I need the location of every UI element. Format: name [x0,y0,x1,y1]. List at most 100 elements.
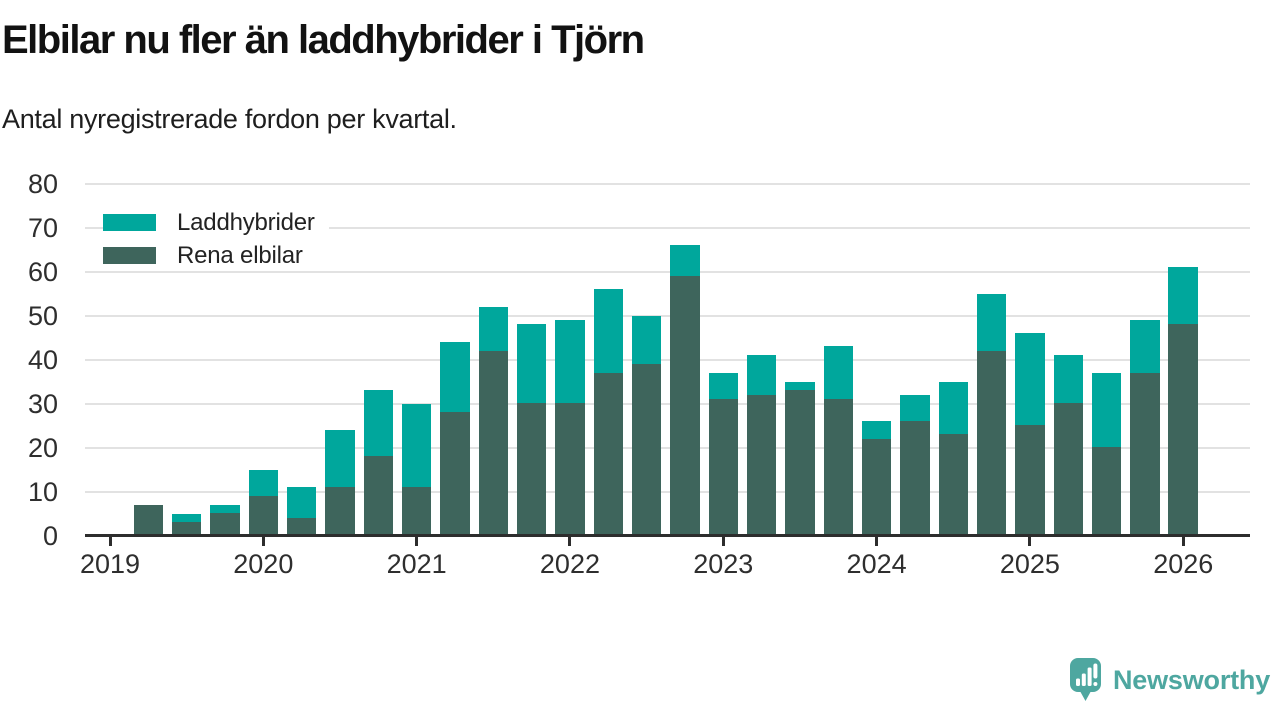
bar-segment-laddhybrider [171,513,202,523]
bar-segment-laddhybrider [210,504,240,514]
bar-segment-laddhybrider [1091,372,1122,448]
bar-2023-Q2 [746,355,777,536]
legend-label-rena-elbilar: Rena elbilar [177,241,303,269]
bar-segment-laddhybrider [286,487,317,518]
bar-segment-rena-elbilar [1015,425,1045,536]
y-axis-label: 20 [27,432,58,463]
x-axis-tick [415,537,419,546]
bar-segment-rena-elbilar [363,456,394,536]
newsworthy-logo: Newsworthy [1070,652,1280,708]
x-axis-label: 2022 [539,549,600,579]
bar-segment-laddhybrider [670,245,700,276]
bar-segment-rena-elbilar [171,522,202,536]
bar-2021-Q2 [440,341,470,536]
bar-2020-Q1 [248,469,279,536]
bar-2025-Q4 [1130,319,1160,536]
x-axis-label: 2021 [386,549,447,579]
x-axis-line [85,534,1250,537]
gridline [85,182,1250,185]
bar-segment-laddhybrider [248,469,279,496]
bar-segment-laddhybrider [401,403,432,488]
gridline [85,490,1250,493]
bar-segment-rena-elbilar [1130,372,1160,536]
y-axis-label: 10 [27,476,58,507]
bar-segment-laddhybrider [555,319,585,404]
bar-segment-laddhybrider [1015,333,1045,426]
gridline [85,270,1250,273]
bar-2025-Q3 [1091,372,1122,536]
newsworthy-logo-icon [1070,658,1101,701]
bar-2022-Q1 [555,319,585,536]
bar-segment-laddhybrider [746,355,777,395]
bar-2019-Q2 [133,504,164,536]
bar-2022-Q4 [670,245,700,536]
bar-segment-laddhybrider [785,381,815,391]
bar-2024-Q2 [900,394,930,536]
bar-segment-rena-elbilar [133,504,164,536]
bar-segment-rena-elbilar [900,421,930,536]
bar-segment-laddhybrider [631,315,662,364]
bar-segment-laddhybrider [976,293,1007,351]
y-axis-label: 0 [42,520,58,551]
legend-swatch-laddhybrider [103,214,156,231]
bar-2019-Q3 [171,513,202,536]
bar-segment-laddhybrider [861,421,892,439]
gridline [85,226,1250,229]
bar-2022-Q2 [593,289,624,536]
bar-segment-laddhybrider [440,341,470,413]
bar-segment-rena-elbilar [593,372,624,536]
bar-2023-Q4 [823,346,854,536]
bar-segment-laddhybrider [823,346,854,400]
bar-segment-laddhybrider [1130,319,1160,373]
legend-item-rena-elbilar: Rena elbilar [103,240,329,271]
legend-label-laddhybrider: Laddhybrider [177,208,315,236]
y-axis-label: 60 [27,256,58,287]
chart-subtitle: Antal nyregistrerade fordon per kvartal. [2,104,457,134]
bar-segment-rena-elbilar [478,350,509,536]
y-axis-label: 30 [27,388,58,419]
bar-2021-Q3 [478,306,509,536]
gridline [85,402,1250,405]
x-axis-tick [721,537,725,546]
newsworthy-logo-text: Newsworthy [1113,664,1271,695]
bar-2020-Q4 [363,390,394,536]
bar-segment-rena-elbilar [325,487,355,536]
x-axis-tick [1181,537,1185,546]
bar-segment-rena-elbilar [1168,324,1198,536]
bar-segment-laddhybrider [363,390,394,457]
bar-segment-rena-elbilar [1091,447,1122,536]
x-axis-label: 2024 [846,549,907,579]
bar-segment-rena-elbilar [938,434,968,536]
bar-segment-laddhybrider [516,324,547,404]
y-axis-label: 80 [27,168,58,199]
bar-2024-Q1 [861,421,892,536]
bar-segment-laddhybrider [900,394,930,422]
bar-segment-rena-elbilar [976,350,1007,536]
page-title: Elbilar nu fler än laddhybrider i Tjörn [2,18,645,62]
bar-segment-rena-elbilar [861,438,892,536]
bar-segment-laddhybrider [1168,267,1198,325]
x-axis-tick [568,537,572,546]
y-axis-label: 40 [27,344,58,375]
bar-2024-Q4 [976,293,1007,536]
bar-segment-laddhybrider [593,289,624,373]
x-axis-tick [1028,537,1032,546]
x-axis-label: 2023 [693,549,754,579]
x-axis-label: 2026 [1153,549,1214,579]
bar-2021-Q4 [516,324,547,536]
bar-segment-rena-elbilar [210,513,240,536]
x-axis-label: 2019 [79,549,141,579]
bar-2021-Q1 [401,403,432,536]
x-axis-label: 2020 [233,549,294,579]
bar-segment-rena-elbilar [670,275,700,536]
bar-segment-laddhybrider [708,372,739,400]
y-axis-label: 50 [27,300,58,331]
gridline [85,446,1250,449]
bar-segment-laddhybrider [938,381,968,435]
bar-segment-rena-elbilar [631,363,662,536]
bar-segment-laddhybrider [478,306,509,351]
bar-segment-laddhybrider [325,429,355,488]
bar-segment-rena-elbilar [708,399,739,536]
